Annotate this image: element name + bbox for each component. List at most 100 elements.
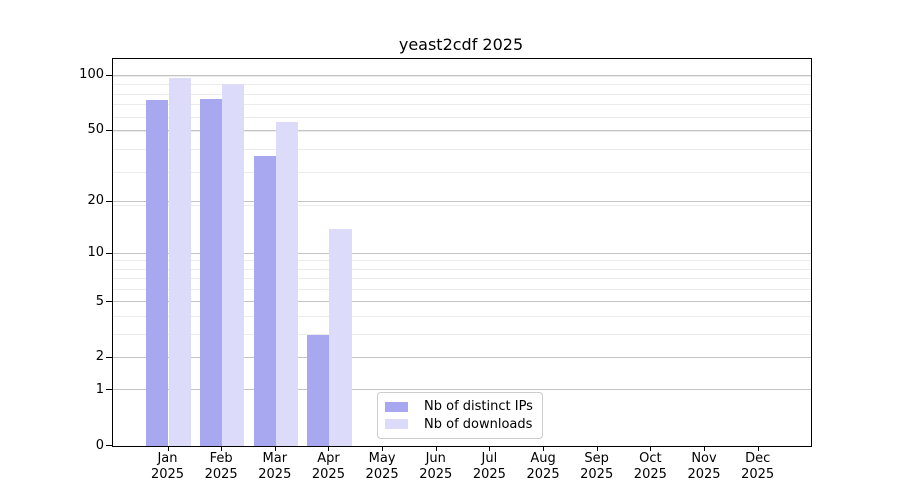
gridline-minor [113,84,811,86]
x-tick-label-jan: Jan 2025 [141,451,195,483]
x-tick-year: 2025 [150,467,185,482]
gridline-minor [113,75,811,77]
bar-nb-of-distinct-ips-apr [307,334,330,446]
bar-nb-of-distinct-ips-feb [199,98,223,446]
gridline-minor [113,104,811,106]
x-tick-year: 2025 [365,467,399,482]
gridline-minor [113,288,811,290]
gridline-minor [113,149,811,151]
gridline-minor [113,333,811,335]
gridline-minor [113,172,811,174]
bar-nb-of-downloads-jan [168,78,191,446]
x-tick-mark [435,446,437,451]
x-tick-year: 2025 [741,467,775,482]
gridline-major [113,74,811,76]
x-tick-month: Dec [745,451,771,466]
x-tick-mark [489,446,491,451]
bar-nb-of-downloads-feb [222,84,245,446]
x-tick-year: 2025 [526,467,560,482]
bar-nb-of-distinct-ips-jan [146,99,169,446]
x-tick-label-nov: Nov 2025 [677,451,731,483]
x-tick-label-apr: Apr 2025 [301,451,355,483]
y-tick-mark [106,301,112,303]
x-tick-year: 2025 [419,467,453,482]
x-tick-month: Jul [481,451,498,466]
legend-label: Nb of downloads [424,416,533,432]
gridline-major [113,301,811,303]
x-tick-mark [221,446,223,451]
x-tick-mark [757,446,759,451]
x-tick-mark [596,446,598,451]
y-tick-label: 5 [95,293,104,309]
legend-entry-nb-of-downloads: Nb of downloads [385,416,534,434]
gridline-minor [113,260,811,262]
y-tick-label: 2 [95,349,104,365]
bar-nb-of-distinct-ips-mar [253,156,276,446]
x-tick-month: Oct [639,451,662,466]
gridline-minor [113,268,811,270]
y-tick-label: 0 [95,437,104,453]
y-tick-label: 10 [87,245,104,261]
bar-nb-of-downloads-apr [329,228,352,446]
x-tick-month: Jan [157,451,178,466]
y-tick-mark [106,200,112,202]
gridline-minor [113,131,811,133]
gridline-minor [113,278,811,280]
gridline-minor [113,204,811,206]
x-tick-mark [328,446,330,451]
x-tick-year: 2025 [311,467,345,482]
y-tick-mark [106,389,112,391]
y-tick-label: 20 [87,193,104,209]
x-tick-label-jul: Jul 2025 [462,451,516,483]
bar-nb-of-downloads-mar [275,121,299,446]
legend-swatch [385,419,408,430]
y-tick-label: 50 [87,122,104,138]
x-tick-label-sep: Sep 2025 [570,451,624,483]
x-tick-month: Mar [262,451,288,466]
x-tick-mark [543,446,545,451]
x-tick-label-feb: Feb 2025 [194,451,248,483]
gridline-minor [113,116,811,118]
x-tick-mark [650,446,652,451]
legend-entry-nb-of-distinct-ips: Nb of distinct IPs [385,398,534,416]
legend-label: Nb of distinct IPs [424,399,533,415]
legend: Nb of distinct IPs Nb of downloads [377,392,543,439]
y-tick-mark [106,129,112,131]
gridline-major [113,389,811,391]
y-tick-mark [106,252,112,254]
x-tick-month: May [368,451,396,466]
gridline-major [113,252,811,254]
chart-title: yeast2cdf 2025 [398,35,524,54]
x-tick-mark [274,446,276,451]
gridline-major [113,356,811,358]
y-tick-mark [106,74,112,76]
x-tick-label-may: May 2025 [355,451,409,483]
x-tick-mark [382,446,384,451]
y-tick-label: 1 [95,381,104,397]
x-tick-year: 2025 [580,467,614,482]
x-tick-mark [167,446,169,451]
plot-area [112,58,812,447]
x-tick-month: Apr [317,451,340,466]
x-tick-label-aug: Aug 2025 [516,451,570,483]
x-tick-year: 2025 [687,467,721,482]
x-tick-month: Feb [209,451,233,466]
y-tick-mark [106,356,112,358]
x-tick-year: 2025 [472,467,506,482]
x-tick-label-mar: Mar 2025 [248,451,302,483]
x-tick-year: 2025 [204,467,238,482]
x-tick-month: Aug [530,451,556,466]
legend-swatch [385,401,408,412]
y-tick-label: 100 [79,67,104,83]
gridline-minor [113,93,811,95]
gridline-major [113,200,811,202]
x-tick-month: Jun [425,451,446,466]
x-tick-label-oct: Oct 2025 [623,451,677,483]
gridline-major [113,129,811,131]
x-tick-label-dec: Dec 2025 [731,451,785,483]
x-tick-mark [704,446,705,451]
gridline-minor [113,315,811,317]
x-tick-month: Nov [691,451,717,466]
x-tick-label-jun: Jun 2025 [409,451,463,483]
